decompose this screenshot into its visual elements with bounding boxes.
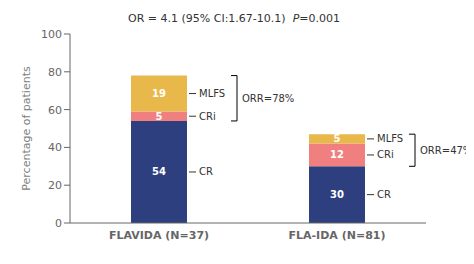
svg-text:MLFS: MLFS [199,88,225,99]
svg-text:0: 0 [55,217,62,230]
svg-text:MLFS: MLFS [377,133,403,144]
svg-text:100: 100 [41,28,62,41]
svg-text:20: 20 [48,179,62,192]
html-text:OR = 4.1 (95% CI:1.67-10.1): OR = 4.1 (95% CI:1.67-10.1) [128,12,286,25]
svg-text:5: 5 [334,133,341,144]
svg-text:ORR=78%: ORR=78% [242,93,294,104]
svg-text:CR: CR [199,166,213,177]
svg-text:Percentage of patients: Percentage of patients [20,66,33,191]
svg-text:CRi: CRi [199,111,216,122]
html-text:P =0.001: P =0.001 [292,12,340,25]
svg-text:19: 19 [152,88,166,99]
svg-text:FLA-IDA (N=81): FLA-IDA (N=81) [289,229,386,242]
svg-text:30: 30 [330,189,344,200]
svg-text:60: 60 [48,104,62,117]
svg-text:40: 40 [48,141,62,154]
svg-text:FLAVIDA (N=37): FLAVIDA (N=37) [109,229,209,242]
svg-text:54: 54 [152,166,166,177]
svg-text:CR: CR [377,189,391,200]
svg-text:CRi: CRi [377,149,394,160]
svg-text:ORR=47%: ORR=47% [420,145,466,156]
svg-text:12: 12 [330,149,344,160]
svg-text:5: 5 [156,111,163,122]
svg-text:80: 80 [48,66,62,79]
